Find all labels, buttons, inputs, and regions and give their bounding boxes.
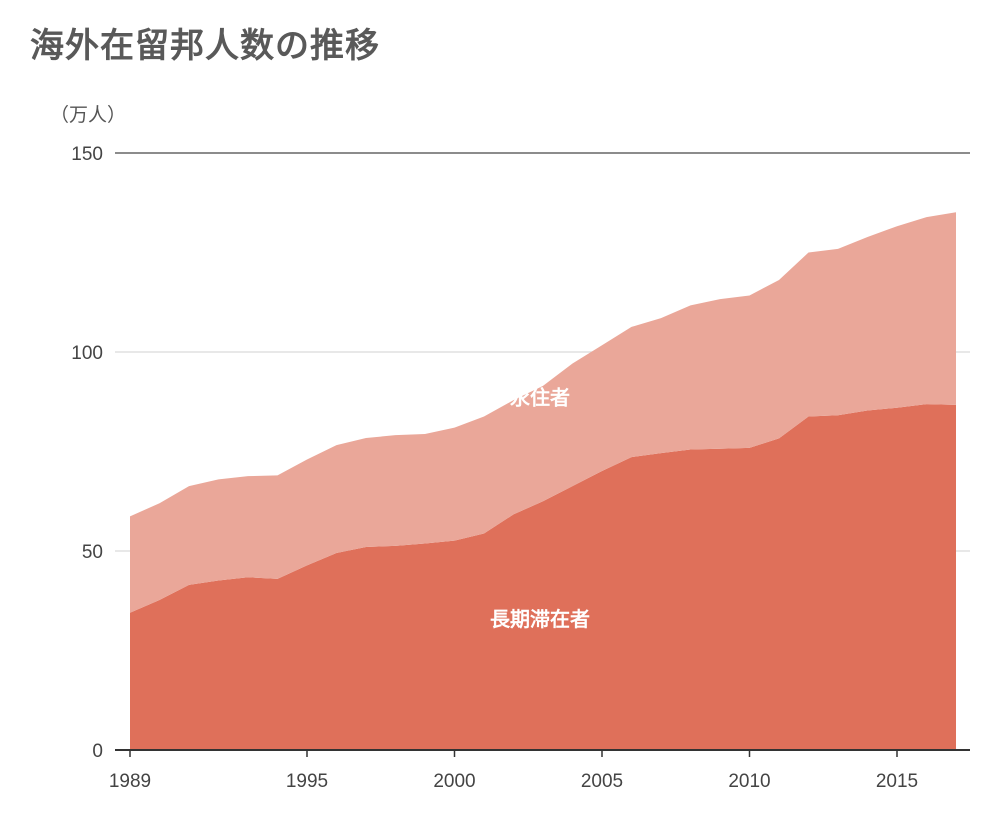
y-axis-unit-label: （万人） — [50, 104, 127, 126]
x-tick-label-1989: 1989 — [109, 771, 151, 792]
axes: 1989 1995 2000 2005 2010 2015 — [109, 749, 970, 792]
x-tick-label-1995: 1995 — [286, 771, 328, 792]
x-tick-label-2010: 2010 — [728, 771, 770, 792]
y-tick-label-150: 150 — [71, 144, 103, 165]
area-series-1 — [130, 404, 956, 750]
area-series-2 — [130, 212, 956, 613]
y-tick-label-0: 0 — [92, 741, 103, 762]
x-tick-label-2005: 2005 — [581, 771, 623, 792]
y-tick-label-100: 100 — [71, 343, 103, 364]
x-tick-label-2000: 2000 — [433, 771, 475, 792]
series-areas — [130, 212, 956, 750]
y-tick-label-50: 50 — [82, 542, 103, 563]
chart-title: 海外在留邦人数の推移 — [30, 26, 380, 66]
series-label-2: 永住者 — [509, 385, 570, 409]
x-tick-label-2015: 2015 — [876, 771, 918, 792]
series-label-1: 長期滞在者 — [490, 607, 590, 631]
